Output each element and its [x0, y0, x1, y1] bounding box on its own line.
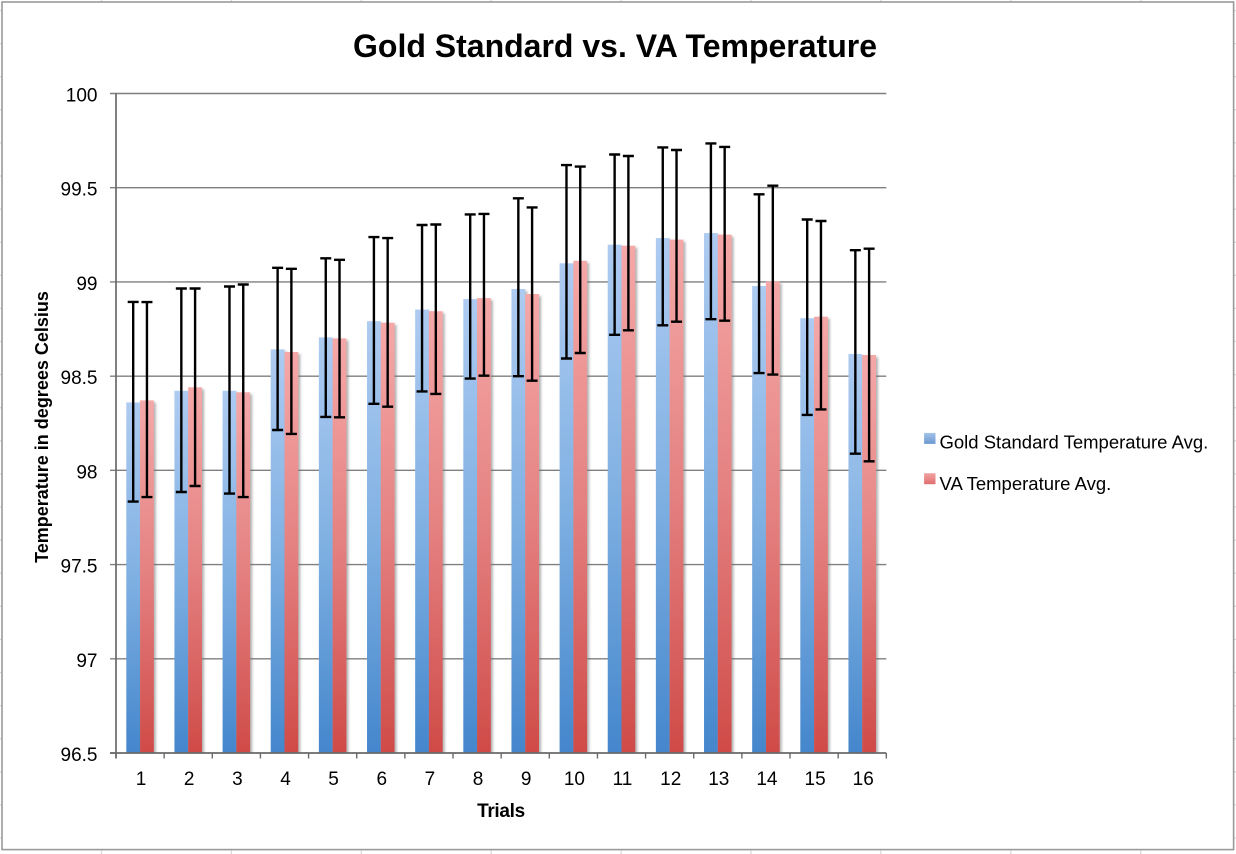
svg-text:5: 5 [328, 769, 339, 790]
svg-text:2: 2 [184, 769, 195, 790]
svg-text:16: 16 [853, 769, 874, 790]
svg-text:13: 13 [708, 769, 729, 790]
svg-text:98.5: 98.5 [61, 368, 98, 389]
svg-text:97: 97 [76, 651, 97, 672]
svg-text:11: 11 [613, 769, 633, 790]
svg-text:Gold Standard Temperature Avg.: Gold Standard Temperature Avg. [940, 432, 1209, 453]
svg-text:Temperature in degrees Celsius: Temperature in degrees Celsius [32, 291, 52, 563]
svg-text:98: 98 [76, 462, 97, 483]
svg-text:99: 99 [76, 274, 97, 295]
svg-text:6: 6 [377, 769, 388, 790]
svg-text:VA Temperature Avg.: VA Temperature Avg. [940, 473, 1112, 494]
svg-text:1: 1 [136, 769, 147, 790]
svg-text:4: 4 [280, 769, 291, 790]
svg-text:Trials: Trials [477, 801, 525, 822]
svg-text:14: 14 [756, 769, 778, 790]
svg-text:97.5: 97.5 [61, 557, 98, 578]
svg-text:8: 8 [473, 769, 484, 790]
svg-text:100: 100 [66, 86, 98, 107]
svg-text:12: 12 [660, 769, 681, 790]
svg-text:3: 3 [232, 769, 243, 790]
svg-text:96.5: 96.5 [61, 745, 98, 766]
svg-text:10: 10 [564, 769, 585, 790]
svg-text:7: 7 [425, 769, 436, 790]
svg-text:Gold Standard vs. VA Temperatu: Gold Standard vs. VA Temperature [353, 28, 877, 64]
svg-text:9: 9 [521, 769, 532, 790]
svg-text:99.5: 99.5 [61, 180, 98, 201]
svg-text:15: 15 [805, 769, 826, 790]
